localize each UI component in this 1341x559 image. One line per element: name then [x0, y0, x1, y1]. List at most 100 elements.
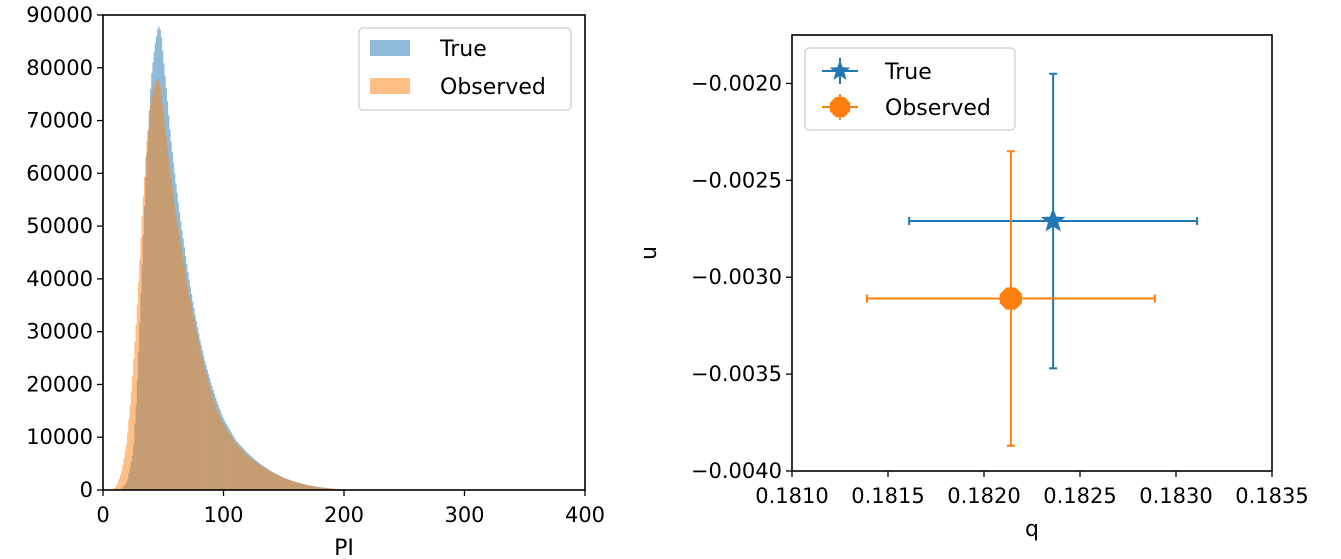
histogram-bar: [256, 462, 258, 490]
histogram-ytick-label: 40000: [26, 267, 93, 291]
histogram-xtick-label: 300: [444, 503, 484, 527]
histogram-bar: [301, 483, 304, 490]
histogram-bar: [305, 484, 307, 490]
errorbar-xtick-label: 0.1815: [851, 484, 924, 508]
histogram-ytick-label: 80000: [26, 56, 93, 80]
histogram-bar: [113, 488, 116, 490]
histogram-bar: [248, 457, 251, 490]
histogram-bar: [303, 484, 305, 490]
histogram-bar: [307, 485, 310, 490]
histogram-bar: [203, 363, 205, 490]
histogram-bar: [235, 443, 237, 490]
histogram-bar: [187, 287, 189, 490]
errorbar-xtick-label: 0.1810: [755, 484, 828, 508]
histogram-bar: [199, 347, 201, 490]
histogram-bar: [189, 300, 192, 490]
histogram-bar: [133, 358, 135, 490]
histogram-bar: [247, 456, 249, 490]
histogram-bar: [192, 312, 194, 490]
histogram-bar: [166, 146, 169, 490]
histogram-bar: [195, 330, 198, 490]
histogram-bar: [140, 237, 142, 490]
histogram-bar: [178, 236, 181, 490]
histogram-bar: [117, 482, 119, 490]
histogram-bar: [115, 486, 117, 490]
legend-swatch-observed: [370, 78, 410, 94]
histogram-bar: [171, 187, 173, 490]
histogram-bar: [136, 304, 138, 490]
histogram-bar: [180, 243, 182, 490]
histogram-bar: [218, 414, 220, 490]
histogram-bar: [181, 250, 183, 490]
histogram-bar: [268, 470, 270, 490]
histogram-bar: [237, 445, 240, 490]
histogram-bar: [324, 487, 326, 490]
histogram-bar: [263, 467, 265, 490]
histogram-ytick-label: 30000: [26, 320, 93, 344]
histogram-bar: [206, 377, 208, 490]
histogram-bar: [200, 352, 202, 490]
histogram-bar: [225, 428, 228, 490]
errorbar-chart: 0.1810 0.1815 0.1820 0.1825 0.1830 0.1835 −0.0…: [637, 34, 1309, 542]
histogram-bar: [236, 444, 239, 490]
histogram-bar: [290, 480, 293, 490]
legend-label-observed: Observed: [885, 96, 991, 121]
histogram-bar: [129, 405, 131, 490]
histogram-bar: [262, 466, 264, 490]
histogram-xtick-label: 400: [565, 503, 605, 527]
histogram-bar: [275, 474, 277, 490]
histogram-bar: [139, 259, 141, 490]
legend-octagon: [829, 96, 851, 118]
histogram-bar: [317, 486, 319, 490]
histogram-bar: [264, 467, 266, 490]
histogram-bar: [205, 373, 207, 490]
errorbar-frame: [791, 34, 1273, 472]
histogram-bar: [310, 485, 312, 490]
errorbar-xtick-label: 0.1835: [1235, 484, 1308, 508]
histogram-bar: [234, 441, 236, 490]
histogram-bar: [252, 459, 254, 490]
histogram-legend: True Observed: [358, 27, 572, 111]
histogram-ytick-label: 50000: [26, 214, 93, 238]
histogram-bar: [251, 458, 253, 490]
histogram-bar: [328, 488, 330, 490]
histogram-bar: [124, 450, 126, 490]
histogram-chart: 0 100 200 300 400 0 10000 20000 30000 40000 50000 6…: [26, 3, 605, 559]
histogram-bar: [212, 397, 214, 490]
histogram-bar: [277, 475, 279, 490]
errorbar-ticks: 0.1810 0.1815 0.1820 0.1825 0.1830 0.1835 −0.0…: [691, 71, 1309, 508]
histogram-bar: [156, 80, 158, 490]
histogram-xlabel: PI: [334, 536, 354, 559]
histogram-bar: [125, 443, 128, 490]
histogram-bar: [147, 129, 149, 490]
histogram-bar: [131, 375, 134, 490]
histogram-bar: [154, 82, 157, 491]
histogram-bar: [312, 486, 314, 490]
histogram-bar: [211, 394, 213, 490]
histogram-xtick-label: 200: [324, 503, 364, 527]
histogram-bar: [170, 177, 172, 490]
errorbar-ytick-label: −0.0025: [691, 168, 782, 192]
histogram-bar: [322, 487, 324, 490]
histogram-bar: [116, 485, 118, 490]
legend-label-true: True: [439, 37, 487, 62]
histogram-bar: [229, 434, 231, 490]
histogram-bar: [241, 449, 243, 490]
histogram-bar: [295, 482, 298, 490]
histogram-bar: [323, 487, 325, 490]
legend-label-true: True: [884, 60, 932, 85]
histogram-bar: [250, 457, 252, 490]
histogram-bar: [309, 485, 311, 490]
histogram-bar: [243, 452, 246, 490]
histogram-bar: [193, 318, 195, 490]
legend-swatch-true: [370, 40, 410, 56]
histogram-bar: [160, 94, 163, 491]
histogram-bar: [128, 419, 130, 490]
histogram-bar: [162, 104, 164, 490]
histogram-bar: [286, 478, 288, 490]
errorbar-xlabel: q: [1025, 517, 1039, 542]
histogram-bar: [221, 420, 223, 490]
histogram-bar: [153, 86, 155, 490]
histogram-bar: [118, 478, 120, 490]
histogram-bar: [143, 176, 146, 490]
